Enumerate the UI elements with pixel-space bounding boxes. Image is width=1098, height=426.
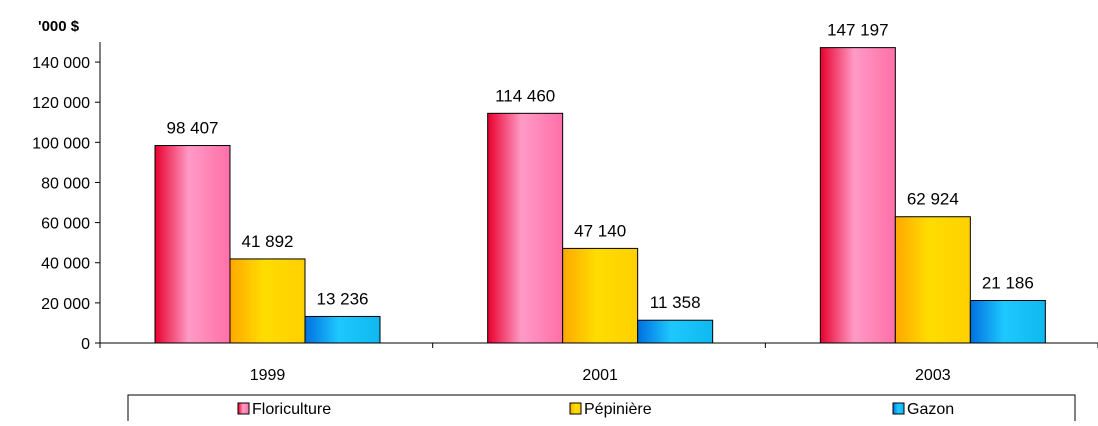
bar-gazon-2001	[637, 319, 714, 344]
y-tick-label: 140 000	[32, 55, 90, 72]
bar-floriculture-1999	[154, 145, 231, 344]
bar-p-pini-re-2001	[562, 247, 639, 344]
data-label: 47 140	[574, 221, 626, 240]
bar-gazon-1999	[304, 315, 381, 344]
legend-swatch	[569, 402, 582, 415]
y-tick-label: 0	[81, 336, 90, 353]
bar-p-pini-re-1999	[229, 258, 306, 344]
y-axis-title: '000 $	[38, 18, 80, 35]
axes: 0 20 000 40 000 60 000 80 000 100 000 120 000 1…	[32, 42, 1098, 384]
legend-swatch	[892, 402, 905, 415]
y-tick-label: 100 000	[32, 135, 90, 152]
legend-label: Gazon	[907, 401, 954, 418]
legend: Floriculture Pépinière Gazon	[127, 394, 1076, 426]
legend-label: Pépinière	[584, 401, 652, 418]
x-tick-label: 1999	[250, 367, 286, 384]
data-labels: 98 407 114 460 147 197 41 892 47 140 62 924 13…	[167, 21, 1034, 313]
data-label: 62 924	[907, 190, 959, 209]
legend-swatch	[237, 402, 250, 415]
bar-p-pini-re-2003	[894, 216, 971, 344]
legend-box	[127, 394, 1076, 426]
y-tick-label: 40 000	[41, 256, 90, 273]
data-label: 98 407	[167, 119, 219, 138]
data-label: 147 197	[827, 21, 888, 40]
data-label: 21 186	[982, 273, 1034, 292]
data-label: 41 892	[242, 232, 294, 251]
bar-gazon-2003	[969, 299, 1046, 344]
y-tick-label: 20 000	[41, 296, 90, 313]
x-tick-label: 2001	[582, 367, 618, 384]
bar-floriculture-2001	[487, 112, 564, 344]
y-tick-label: 120 000	[32, 95, 90, 112]
data-label: 11 358	[650, 293, 701, 312]
data-label: 13 236	[317, 289, 369, 308]
x-tick-label: 2003	[915, 367, 951, 384]
y-tick-label: 80 000	[41, 175, 90, 192]
y-tick-label: 60 000	[41, 216, 90, 233]
bar-floriculture-2003	[819, 47, 896, 344]
data-label: 114 460	[495, 86, 555, 105]
legend-label: Floriculture	[252, 401, 331, 418]
bars	[154, 47, 1046, 344]
